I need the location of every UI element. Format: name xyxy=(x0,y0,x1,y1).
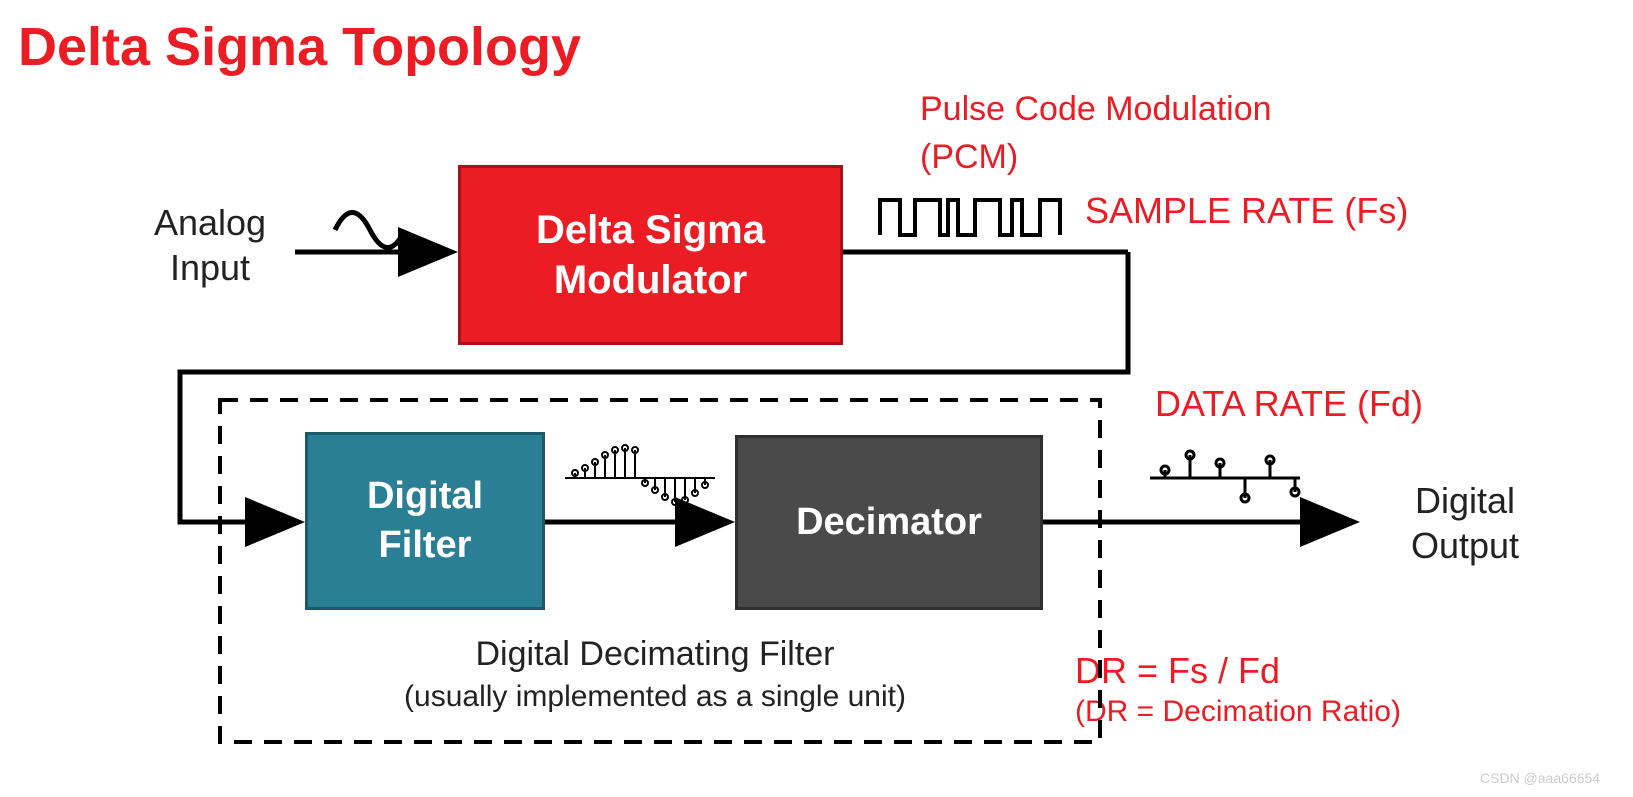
decimating-filter-title: Digital Decimating Filter xyxy=(220,635,1090,674)
digital-filter-label: Digital Filter xyxy=(367,472,483,571)
digital-output-label: Digital Output xyxy=(1365,478,1565,568)
stem-plot-icon xyxy=(565,445,715,505)
modulator-label: Delta Sigma Modulator xyxy=(536,205,765,305)
digital-filter-block: Digital Filter xyxy=(305,432,545,610)
data-rate-label: DATA RATE (Fd) xyxy=(1155,383,1555,425)
decimator-label: Decimator xyxy=(796,501,982,544)
decimating-filter-subtitle: (usually implemented as a single unit) xyxy=(220,680,1090,714)
dr-note-label: (DR = Decimation Ratio) xyxy=(1075,695,1575,729)
sine-icon xyxy=(335,213,405,248)
dr-formula-label: DR = Fs / Fd xyxy=(1075,650,1575,692)
pcm-label-2: (PCM) xyxy=(920,138,1220,177)
pulse-train-icon xyxy=(880,200,1060,235)
analog-input-label: Analog Input xyxy=(110,200,310,290)
modulator-block: Delta Sigma Modulator xyxy=(458,165,843,345)
sample-rate-label: SAMPLE RATE (Fs) xyxy=(1085,190,1505,232)
decimator-block: Decimator xyxy=(735,435,1043,610)
pcm-label-1: Pulse Code Modulation xyxy=(920,90,1420,129)
page-title: Delta Sigma Topology xyxy=(18,16,581,78)
sparse-samples-icon xyxy=(1150,451,1300,502)
watermark-text: CSDN @aaa66654 xyxy=(1480,770,1600,786)
